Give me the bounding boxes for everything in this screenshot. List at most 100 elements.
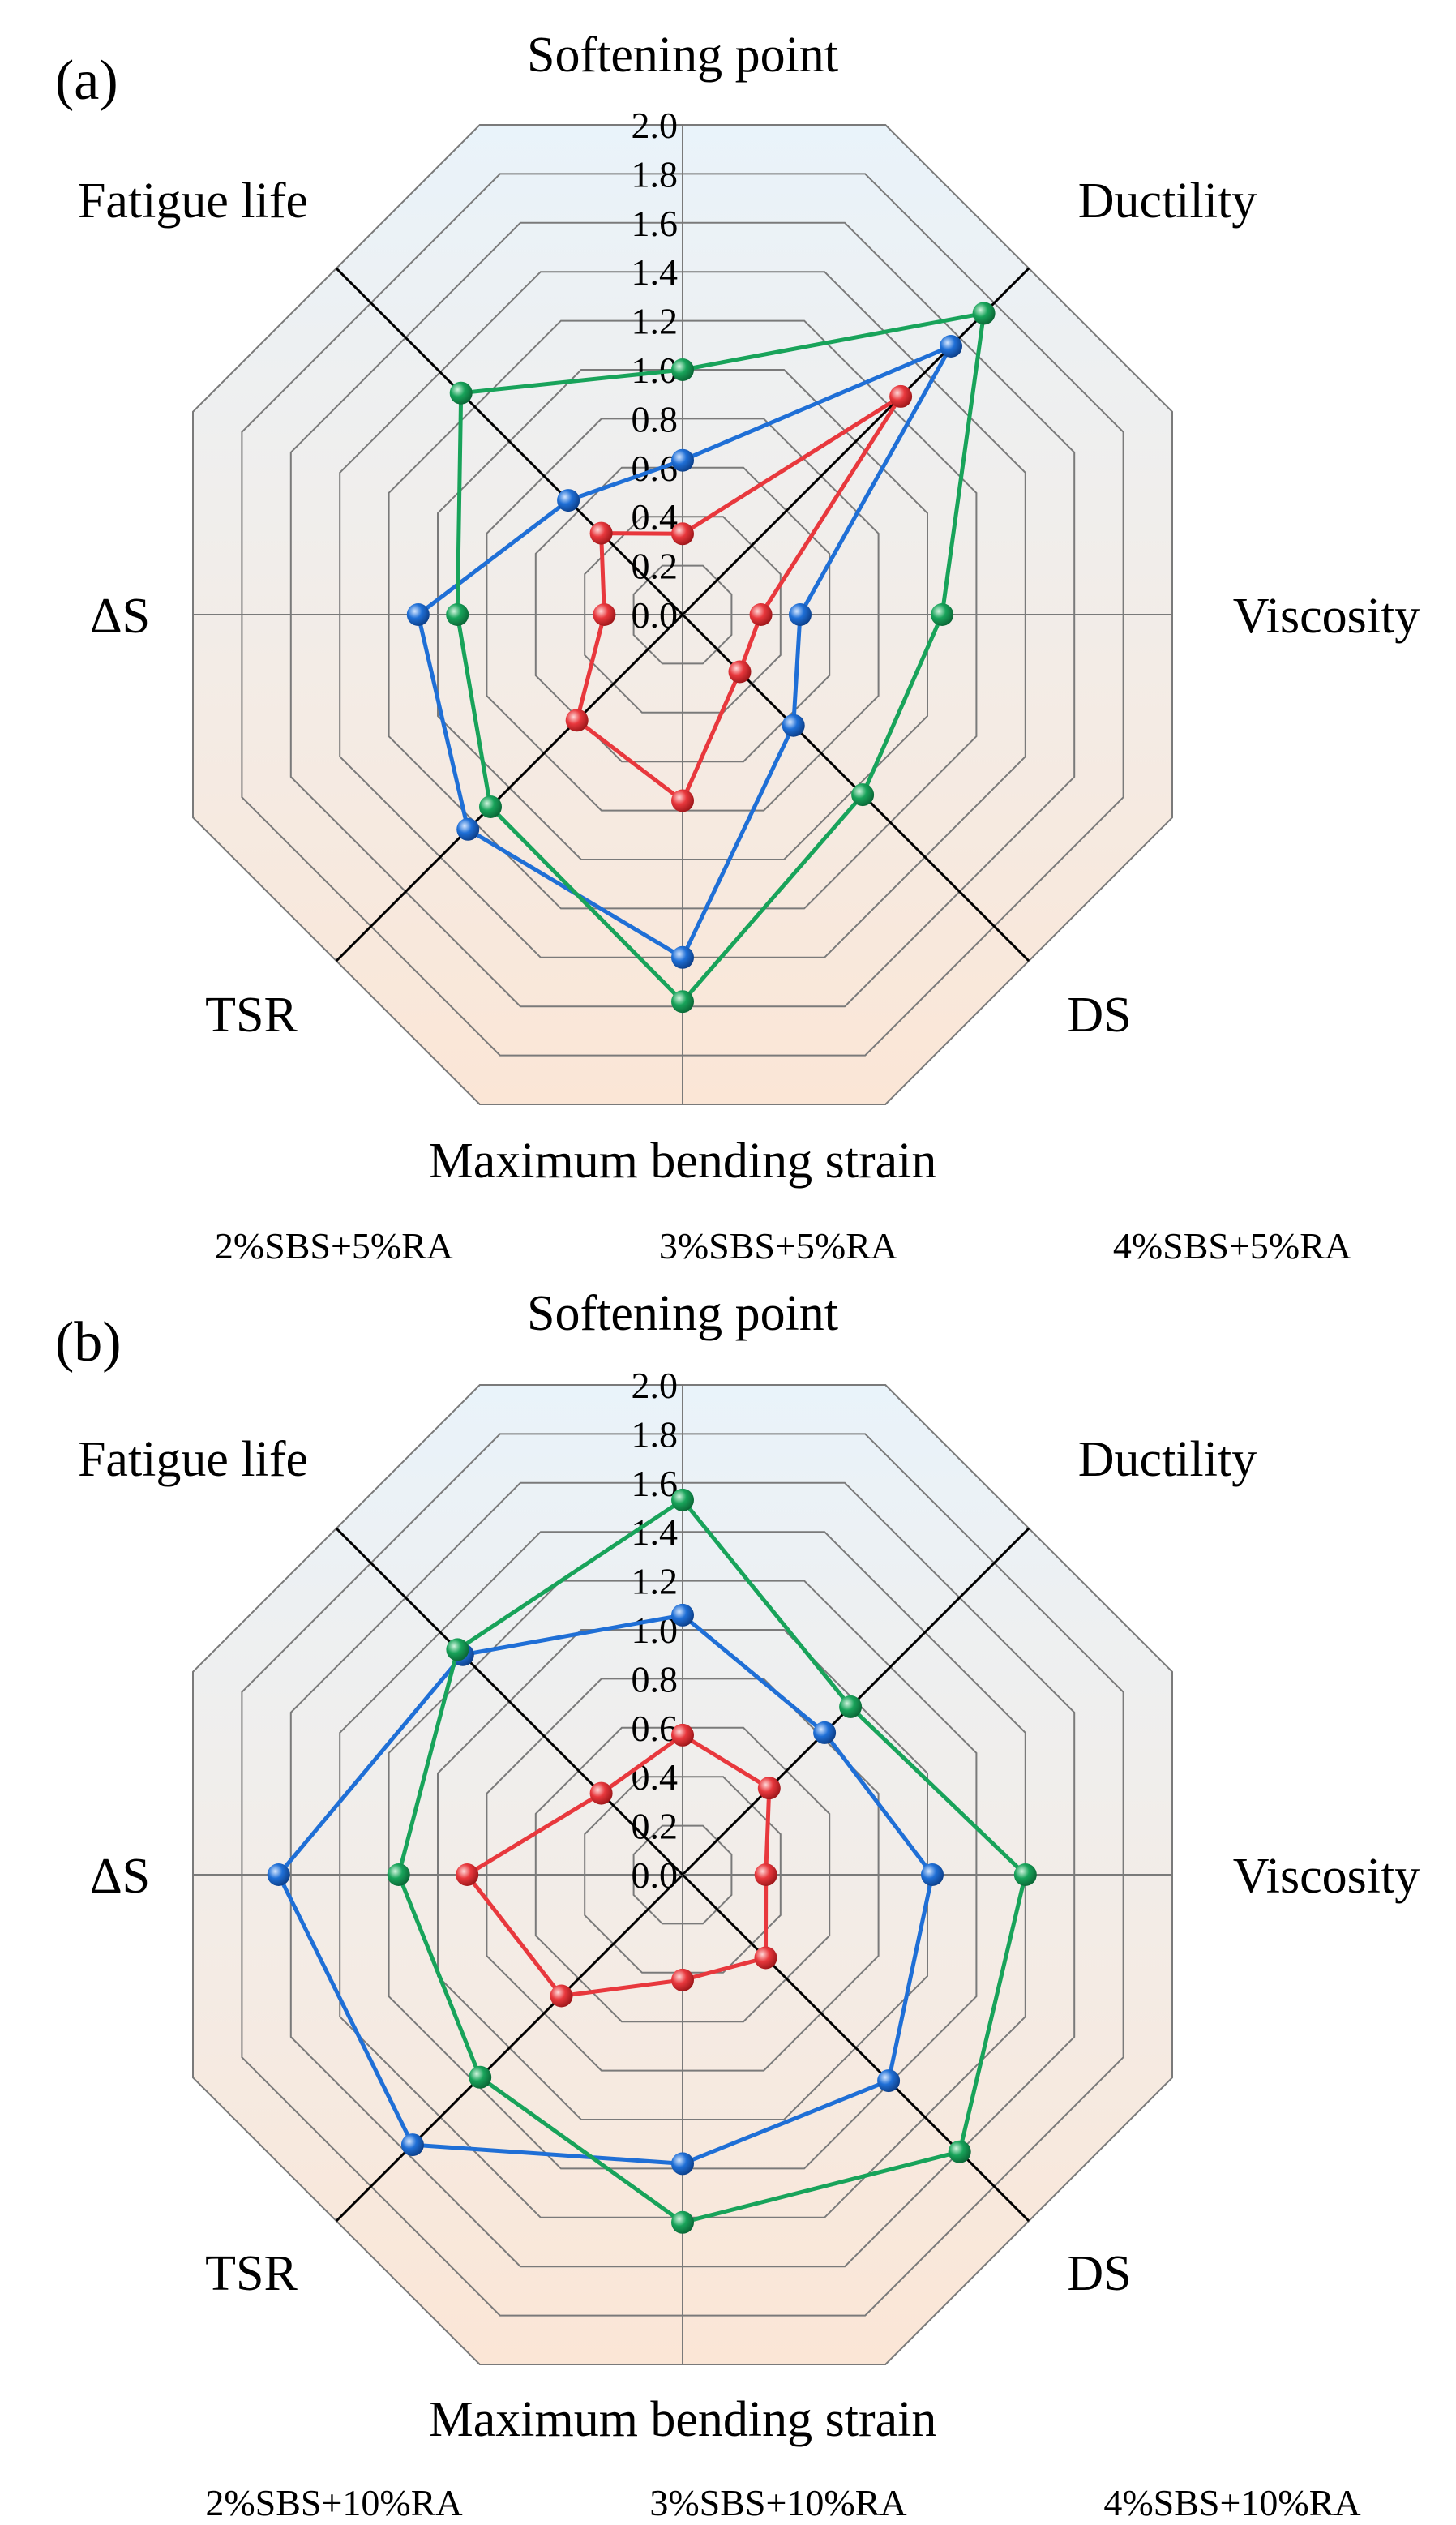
data-point-softening-point	[671, 1488, 694, 1511]
data-point-maximum-bending-strain	[671, 1968, 694, 1991]
series-3-sbs-5-ra	[406, 335, 962, 969]
series-4-sbs-10-ra	[387, 1488, 1037, 2234]
axis-spoke	[335, 613, 684, 962]
axis-label-softening-point: Softening point	[527, 1286, 838, 1341]
tick-label: 1.2	[632, 301, 679, 342]
tick-label: 0.8	[632, 398, 679, 439]
data-point-tsr	[400, 2133, 424, 2157]
data-point-ductility	[813, 1721, 837, 1744]
data-point-s	[456, 1863, 479, 1886]
data-point-ductility	[940, 335, 962, 358]
legend-entry-2sbs-10ra: 2%SBS+10%RA	[205, 2482, 462, 2523]
axis-label-viscosity: Viscosity	[1233, 589, 1420, 644]
panel-label: (a)	[55, 49, 118, 112]
data-point-viscosity	[789, 603, 812, 626]
data-point-maximum-bending-strain	[671, 2210, 694, 2234]
data-point-softening-point	[671, 1603, 694, 1627]
axis-label-tsr: TSR	[205, 2246, 298, 2301]
grid-ring	[584, 1776, 782, 1974]
radar-panel-a: (a) 0.00.20.40.60.81.01.21.41.61.82.0 So…	[55, 28, 1420, 1267]
grid-ring	[534, 1726, 831, 2023]
legend-entry-2sbs-5ra: 2%SBS+5%RA	[215, 1225, 453, 1267]
axis-label-ds: DS	[1067, 2246, 1131, 2301]
axis-label-fatigue-life: Fatigue life	[78, 174, 308, 229]
tick-label: 1.8	[632, 153, 679, 195]
data-point-ductility	[839, 1695, 863, 1718]
data-point-maximum-bending-strain	[671, 2152, 694, 2176]
tick-label: 0.4	[632, 496, 679, 538]
grid-ring	[388, 319, 978, 910]
axis-label-softening-point: Softening point	[527, 28, 838, 83]
data-point-maximum-bending-strain	[671, 945, 694, 969]
data-point-ductility	[889, 384, 913, 408]
data-point-s	[446, 603, 469, 626]
data-point-ductility	[757, 1777, 781, 1800]
tick-label: 1.6	[632, 203, 679, 244]
data-point-ds	[877, 2069, 901, 2093]
data-point-ds	[948, 2140, 971, 2163]
data-point-ds	[754, 1946, 777, 1970]
grid-ring	[339, 271, 1026, 958]
axis-spoke	[681, 267, 1030, 616]
grid-ring	[534, 466, 831, 763]
data-point-ds	[728, 660, 752, 684]
grid-ring	[486, 418, 880, 812]
data-point-fatigue-life	[589, 1781, 613, 1805]
axis-spoke	[335, 1873, 684, 2223]
legend-entry-3sbs-10ra: 3%SBS+10%RA	[649, 2482, 906, 2523]
data-point-fatigue-life	[589, 521, 613, 545]
axis-label-ductility: Ductility	[1078, 174, 1257, 229]
grid-ring	[339, 1531, 1026, 2218]
data-point-viscosity	[1013, 1863, 1037, 1886]
axis-spoke	[335, 267, 684, 616]
data-point-tsr	[565, 709, 589, 732]
data-point-softening-point	[671, 358, 694, 381]
data-point-fatigue-life	[446, 1638, 469, 1661]
data-point-viscosity	[931, 603, 954, 626]
data-point-s	[267, 1863, 290, 1886]
axis-spoke	[335, 1527, 684, 1876]
data-point-ductility	[972, 302, 996, 325]
tick-label: 1.8	[632, 1413, 679, 1455]
legend-entry-4sbs-5ra: 4%SBS+5%RA	[1113, 1225, 1351, 1267]
data-point-s	[406, 603, 430, 626]
tick-label: 2.0	[632, 105, 679, 146]
series-3-sbs-10-ra	[267, 1603, 944, 2176]
grid-ring	[192, 124, 1173, 1105]
grid-ring	[388, 1580, 978, 2170]
data-point-tsr	[479, 795, 502, 818]
axis-label-delta-s: ΔS	[90, 1849, 150, 1904]
grid-ring	[437, 369, 928, 860]
data-point-s	[593, 603, 616, 626]
tick-label: 0.0	[632, 594, 679, 636]
data-point-maximum-bending-strain	[671, 990, 694, 1014]
tick-label: 2.0	[632, 1365, 679, 1406]
axis-label-ds: DS	[1067, 988, 1131, 1043]
axis-label-viscosity: Viscosity	[1233, 1849, 1420, 1904]
data-point-softening-point	[671, 448, 694, 472]
axis-label-fatigue-life: Fatigue life	[78, 1432, 308, 1487]
grid-ring	[289, 1481, 1076, 2268]
tick-label: 0.2	[632, 1806, 679, 1847]
grid-ring	[584, 516, 782, 714]
axis-label-tsr: TSR	[205, 988, 298, 1043]
data-point-tsr	[456, 817, 480, 841]
tick-label: 0.4	[632, 1756, 679, 1798]
axis-label-maximum-bending-strain: Maximum bending strain	[429, 2392, 937, 2447]
series-2-sbs-5-ra	[565, 384, 913, 812]
data-point-ds	[782, 714, 805, 737]
axis-label-delta-s: ΔS	[90, 589, 150, 644]
grid-ring	[289, 221, 1076, 1008]
grid-ring	[241, 173, 1124, 1057]
grid-ring	[192, 1384, 1173, 2365]
tick-label: 0.0	[632, 1854, 679, 1896]
data-point-s	[387, 1863, 410, 1886]
data-point-tsr	[469, 2065, 492, 2089]
panel-label: (b)	[55, 1311, 122, 1374]
data-point-viscosity	[754, 1863, 777, 1886]
data-point-softening-point	[671, 1723, 694, 1747]
data-point-viscosity	[749, 603, 773, 626]
data-point-maximum-bending-strain	[671, 789, 694, 812]
grid-ring	[632, 564, 733, 665]
